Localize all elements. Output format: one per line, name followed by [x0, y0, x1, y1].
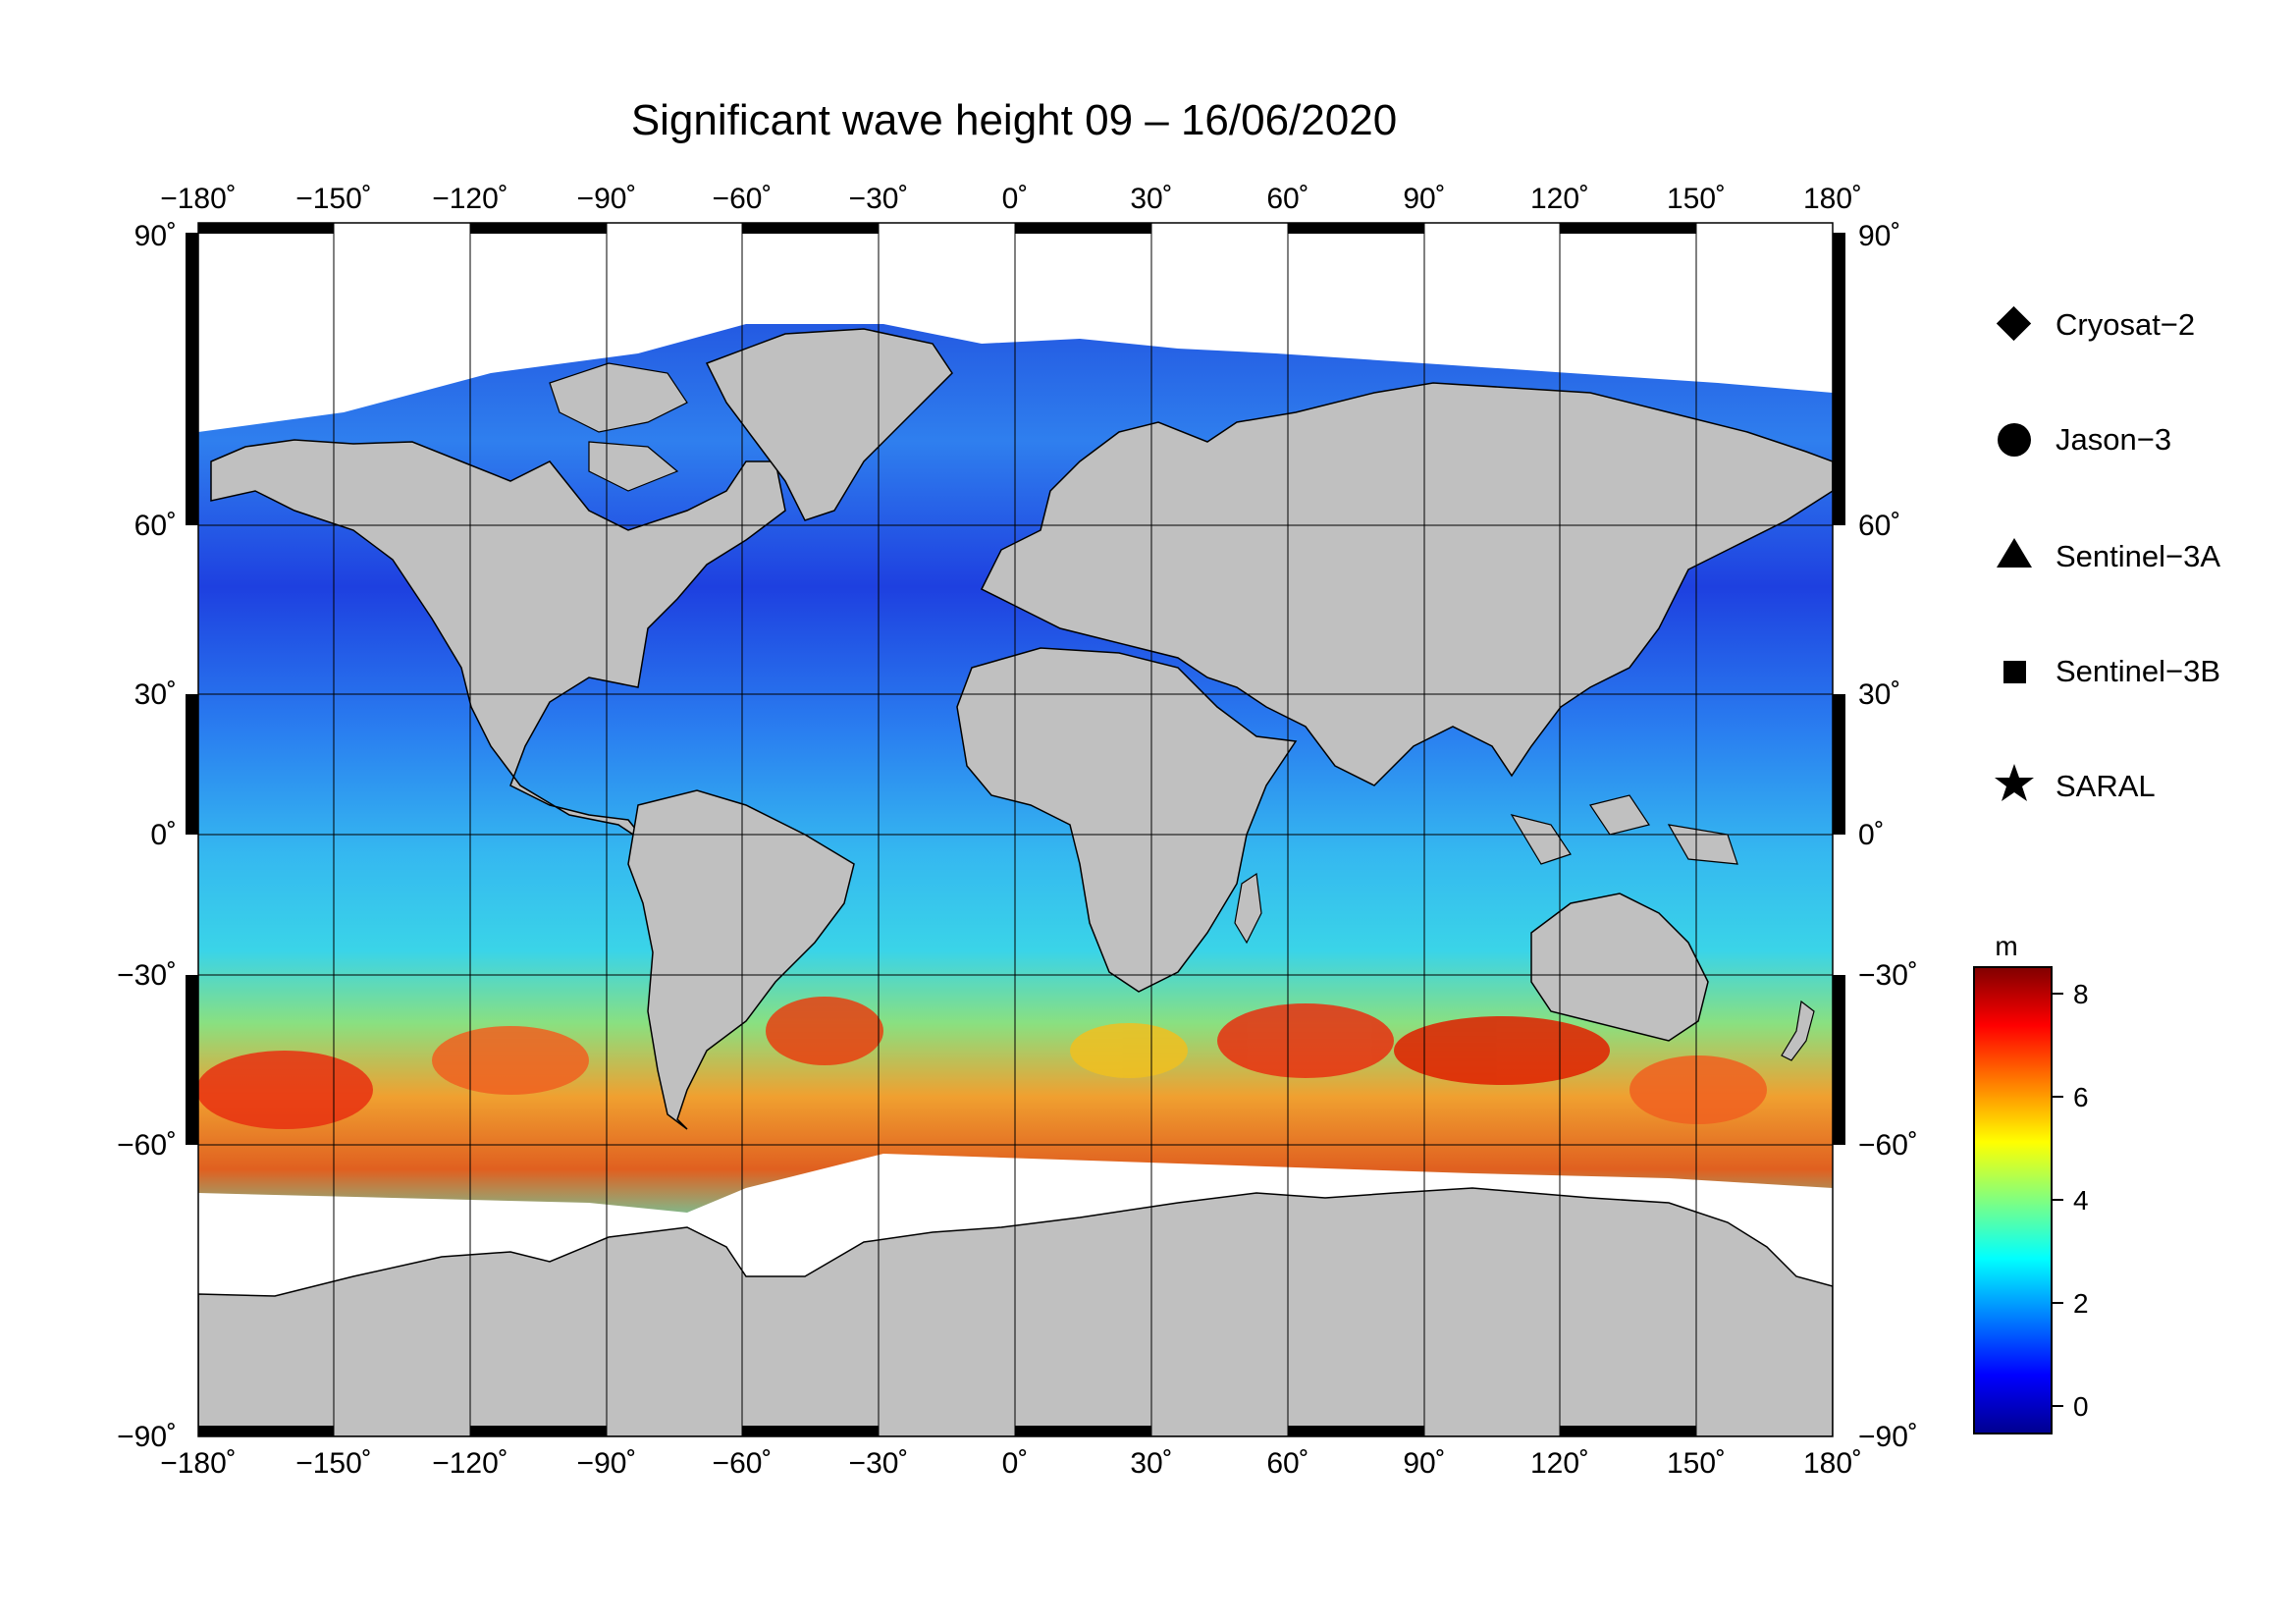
lon-tick-label: 0˚ — [1002, 183, 1029, 215]
lat-tick-label: −60˚ — [117, 1129, 177, 1162]
lat-tick-label: −30˚ — [117, 959, 177, 992]
square-icon — [2003, 661, 2026, 683]
colorbar: m 8 6 4 2 0 — [1973, 931, 2089, 1434]
lon-tick-label: −120˚ — [432, 183, 508, 215]
maritime-continent — [1510, 794, 1738, 865]
lat-tick-label: −60˚ — [1858, 1129, 1918, 1162]
map-title: Significant wave height 09 – 16/06/2020 — [631, 96, 1397, 144]
legend-label-jason-3: Jason−3 — [2056, 422, 2171, 457]
map-area — [198, 223, 1833, 1436]
lon-labels-top: −180˚ −150˚ −120˚ −90˚ −60˚ −30˚ 0˚ 30˚ … — [160, 183, 1862, 215]
lon-tick-label: −150˚ — [295, 183, 372, 215]
lon-tick-label: 150˚ — [1667, 1447, 1726, 1480]
colorbar-tick-label: 2 — [2073, 1288, 2089, 1319]
lon-tick-label: −90˚ — [577, 1447, 637, 1480]
lon-tick-label: 90˚ — [1403, 1447, 1445, 1480]
lat-tick-label: 60˚ — [1858, 510, 1900, 542]
lon-tick-label: −180˚ — [160, 183, 237, 215]
lat-tick-label: 90˚ — [134, 220, 177, 252]
lon-tick-label: 30˚ — [1130, 183, 1172, 215]
colorbar-tick-label: 4 — [2073, 1185, 2089, 1216]
lon-tick-label: −150˚ — [295, 1447, 372, 1480]
legend: Cryosat−2 Jason−3 Sentinel−3A Sentinel−3… — [1995, 305, 2220, 803]
lon-tick-label: −180˚ — [160, 1447, 237, 1480]
colorbar-unit: m — [1995, 931, 2017, 961]
legend-label-sentinel-3a: Sentinel−3A — [2056, 539, 2220, 573]
lon-tick-label: 60˚ — [1266, 183, 1308, 215]
colorbar-tick-label: 0 — [2073, 1391, 2089, 1422]
madagascar — [1234, 872, 1262, 945]
lat-tick-label: −90˚ — [117, 1421, 177, 1453]
lon-tick-label: −60˚ — [713, 183, 773, 215]
colorbar-ticks — [2052, 993, 2063, 1407]
circle-icon — [1998, 423, 2031, 457]
greenland — [705, 328, 953, 521]
lat-tick-label: 0˚ — [1858, 819, 1885, 851]
star-icon — [1995, 764, 2034, 801]
lat-labels-right: 90˚ 60˚ 30˚ 0˚ −30˚ −60˚ −90˚ — [1858, 220, 1918, 1453]
lon-labels-bottom: −180˚ −150˚ −120˚ −90˚ −60˚ −30˚ 0˚ 30˚ … — [160, 1447, 1862, 1480]
lon-tick-label: 30˚ — [1130, 1447, 1172, 1480]
legend-label-cryosat-2: Cryosat−2 — [2056, 307, 2195, 342]
legend-label-sentinel-3b: Sentinel−3B — [2056, 654, 2220, 688]
triangle-icon — [1997, 538, 2032, 568]
lat-labels-left: 90˚ 60˚ 30˚ 0˚ −30˚ −60˚ −90˚ — [117, 220, 177, 1453]
lat-tick-label: 30˚ — [1858, 678, 1900, 711]
eurasia — [980, 382, 1833, 786]
lon-tick-label: 120˚ — [1530, 1447, 1589, 1480]
lat-tick-label: 90˚ — [1858, 220, 1900, 252]
lon-tick-label: 150˚ — [1667, 183, 1726, 215]
lat-tick-label: 30˚ — [134, 678, 177, 711]
legend-label-saral: SARAL — [2056, 769, 2156, 803]
arctic-islands — [549, 362, 688, 492]
lat-tick-label: −90˚ — [1858, 1421, 1918, 1453]
lat-tick-label: 0˚ — [150, 819, 177, 851]
africa — [956, 647, 1298, 993]
lon-tick-label: −60˚ — [713, 1447, 773, 1480]
colorbar-ramp — [1973, 966, 2053, 1434]
map-frame — [186, 222, 1845, 1437]
colorbar-tick-label: 8 — [2073, 979, 2089, 1009]
australia — [1530, 893, 1709, 1042]
lon-tick-label: −90˚ — [577, 183, 637, 215]
lon-tick-label: 90˚ — [1403, 183, 1445, 215]
lon-tick-label: 0˚ — [1002, 1447, 1029, 1480]
lon-tick-label: 180˚ — [1803, 1447, 1862, 1480]
lon-tick-label: 180˚ — [1803, 183, 1862, 215]
colorbar-tick-label: 6 — [2073, 1082, 2089, 1112]
south-america — [627, 789, 855, 1130]
lat-tick-label: −30˚ — [1858, 959, 1918, 992]
lat-tick-label: 60˚ — [134, 510, 177, 542]
lon-tick-label: 120˚ — [1530, 183, 1589, 215]
north-america — [210, 439, 786, 845]
lon-tick-label: −30˚ — [849, 183, 909, 215]
lon-tick-label: −30˚ — [849, 1447, 909, 1480]
graticule — [198, 223, 1833, 1436]
diamond-icon — [1996, 305, 2032, 342]
lon-tick-label: 60˚ — [1266, 1447, 1308, 1480]
lon-tick-label: −120˚ — [432, 1447, 508, 1480]
new-zealand — [1781, 1000, 1815, 1061]
high-wave-band — [198, 997, 1767, 1129]
